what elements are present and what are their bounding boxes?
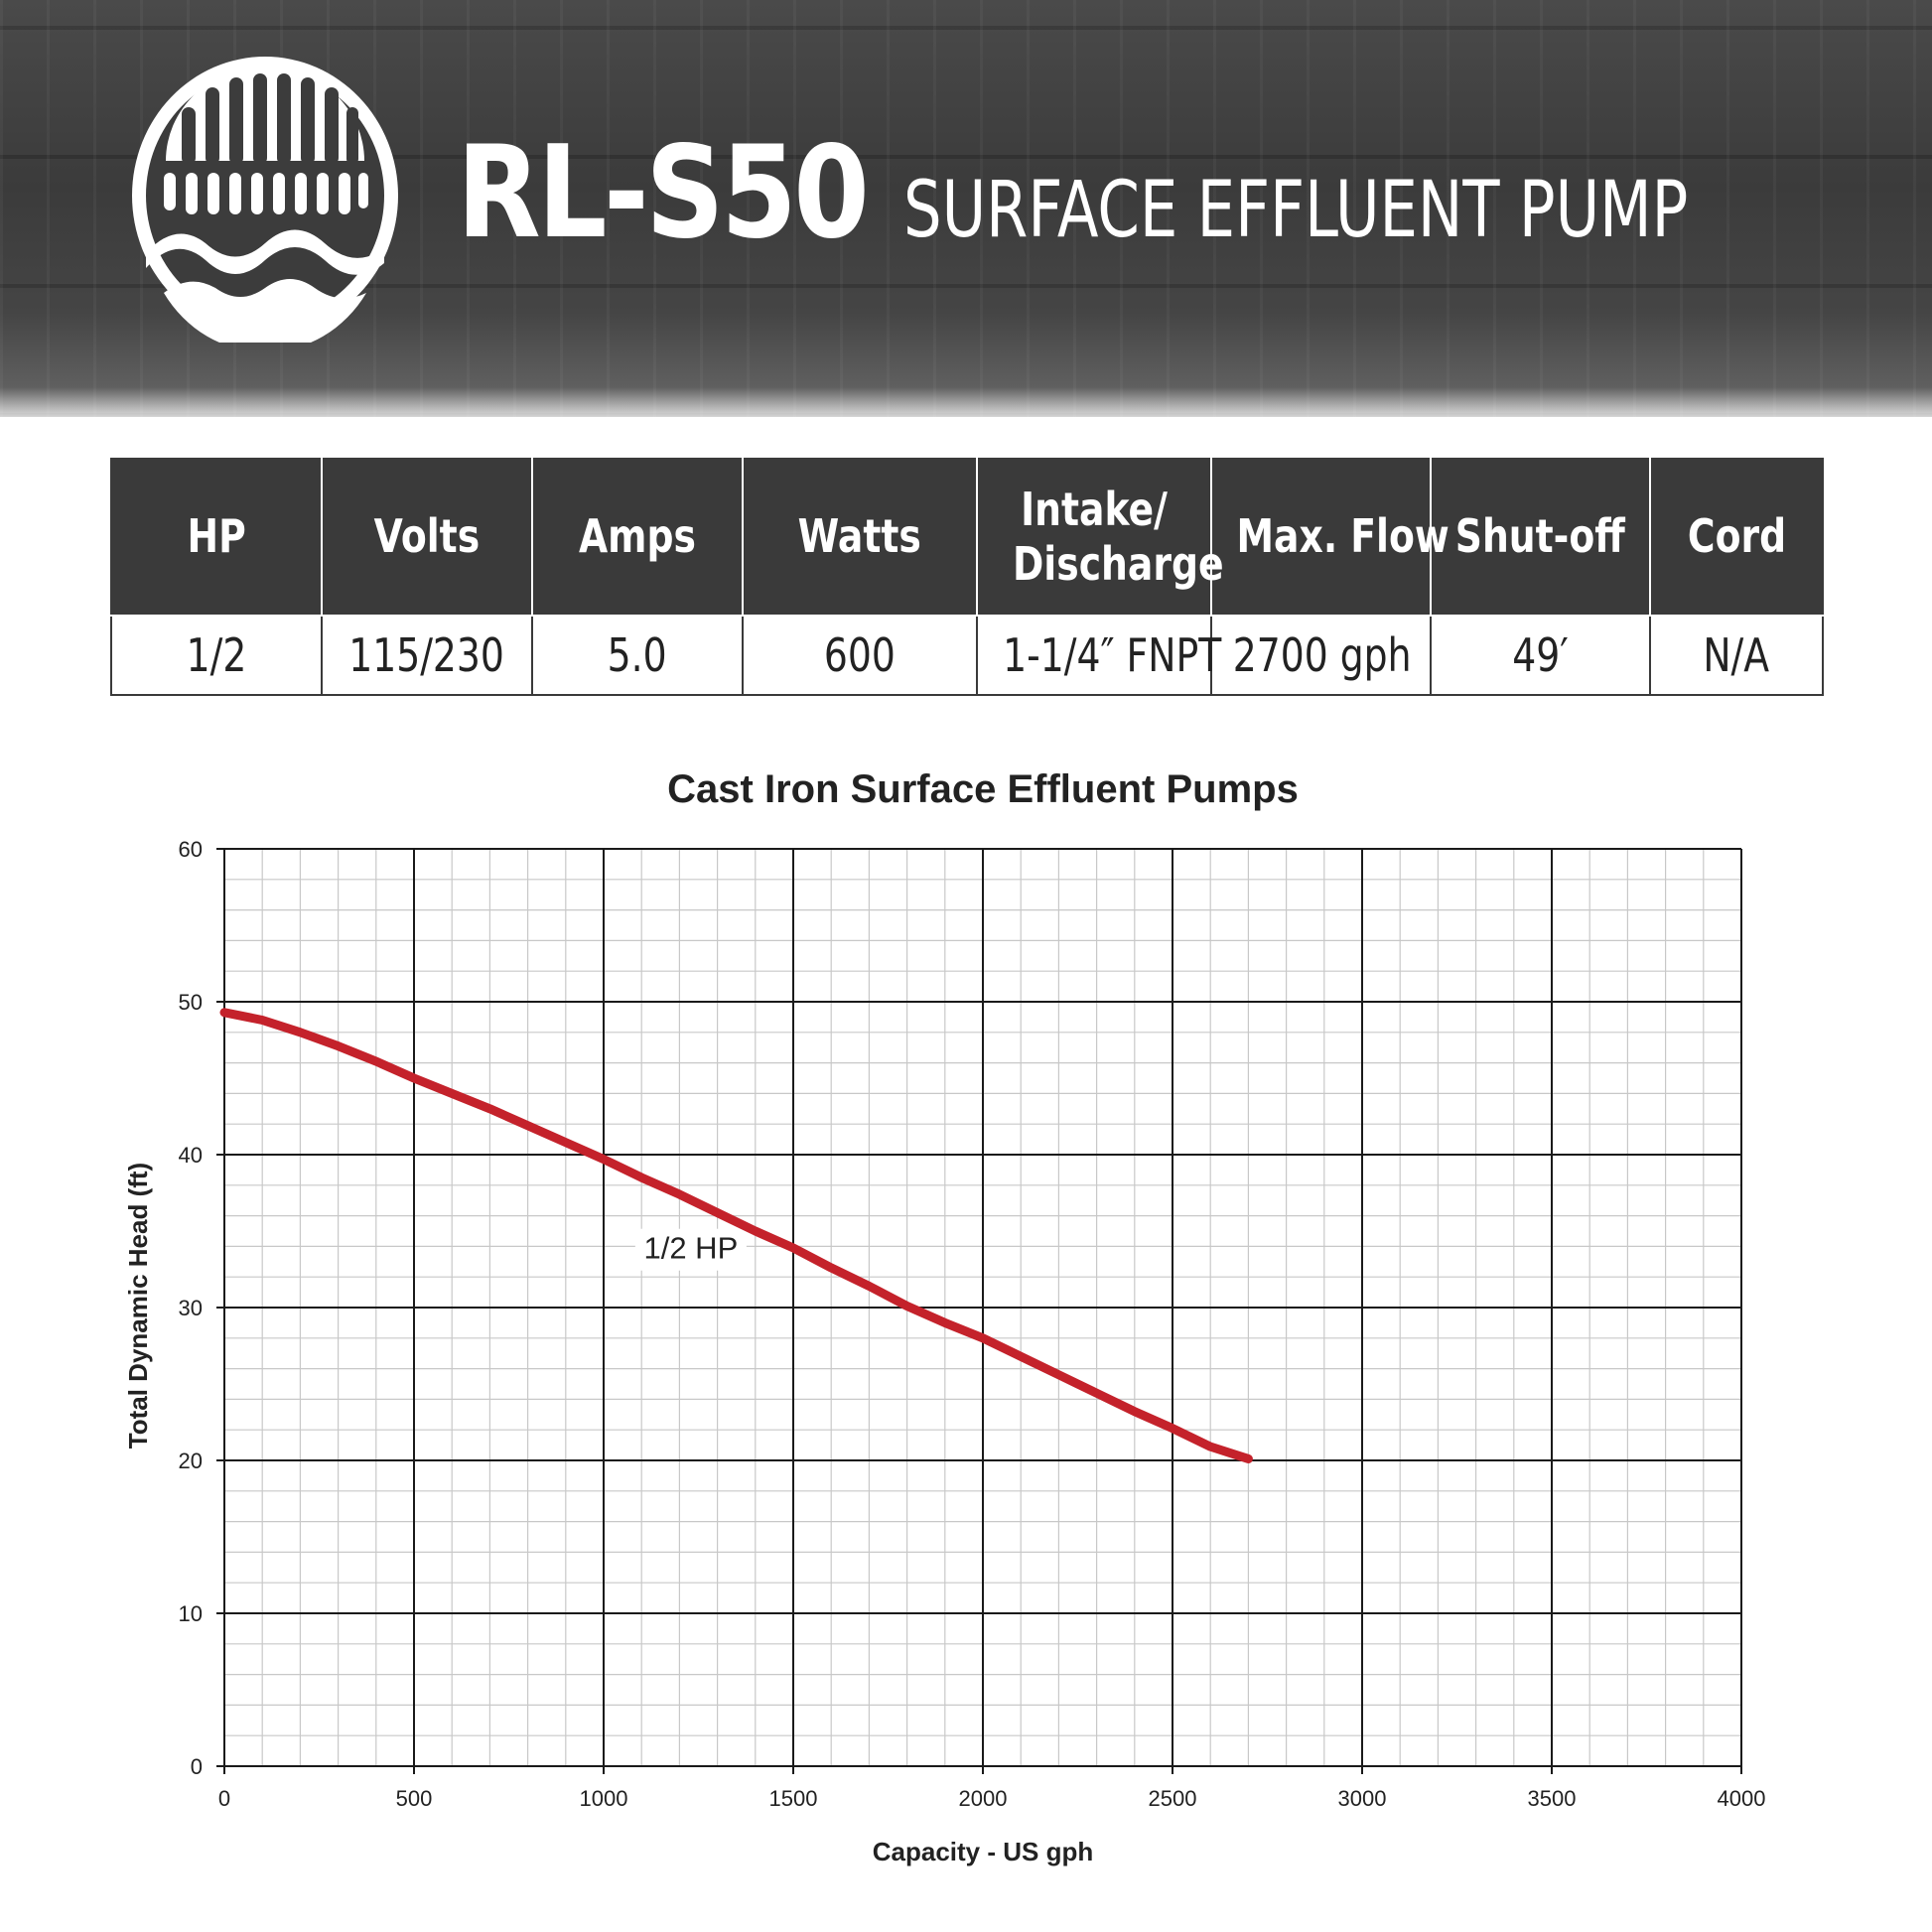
model-number: RL-S50	[457, 119, 870, 267]
spec-header: HP	[110, 458, 323, 617]
x-tick-label: 500	[396, 1786, 433, 1811]
x-tick-labels: 0 500 1000 1500 2000 2500 3000 3500 4000	[218, 1786, 1766, 1811]
y-tick-label: 60	[179, 837, 203, 862]
performance-chart: Cast Iron Surface Effluent Pumps 0 500 100…	[123, 767, 1766, 1866]
grid-major	[216, 848, 1742, 1774]
spec-value: 2700 gph	[1210, 615, 1432, 696]
spec-header: Volts	[321, 458, 533, 617]
x-tick-label: 4000	[1718, 1786, 1766, 1811]
page-title: RL-S50 SURFACE EFFLUENT PUMP	[457, 119, 1909, 288]
spec-header: Cord	[1649, 458, 1824, 617]
spec-header-row: HP Volts Amps Watts Intake/ Discharge Ma…	[110, 458, 1824, 617]
spec-value: N/A	[1649, 615, 1824, 696]
x-tick-label: 0	[218, 1786, 230, 1811]
chart-title: Cast Iron Surface Effluent Pumps	[667, 767, 1299, 811]
spec-table: HP Volts Amps Watts Intake/ Discharge Ma…	[110, 458, 1824, 696]
y-tick-label: 0	[191, 1754, 203, 1779]
series-label-background	[634, 1228, 747, 1271]
product-name: SURFACE EFFLUENT PUMP	[902, 166, 1688, 255]
spec-header: Intake/ Discharge	[976, 458, 1224, 617]
y-tick-label: 50	[179, 990, 203, 1015]
x-axis-label: Capacity - US gph	[873, 1837, 1093, 1866]
y-tick-label: 30	[179, 1296, 203, 1320]
spec-header: Shut-off	[1430, 458, 1651, 617]
y-tick-labels: 0 10 20 30 40 50 60	[179, 837, 203, 1779]
spec-header: Amps	[531, 458, 744, 617]
x-tick-label: 3500	[1528, 1786, 1577, 1811]
x-tick-label: 1500	[769, 1786, 818, 1811]
spec-header: Max. Flow	[1210, 458, 1449, 617]
spec-header: Watts	[742, 458, 978, 617]
y-tick-label: 10	[179, 1601, 203, 1626]
series-line	[219, 1008, 1253, 1463]
x-tick-label: 1000	[580, 1786, 628, 1811]
spec-value: 600	[742, 615, 978, 696]
y-tick-label: 20	[179, 1449, 203, 1473]
y-tick-label: 40	[179, 1143, 203, 1168]
y-axis-label: Total Dynamic Head (ft)	[123, 1163, 153, 1449]
spec-value: 49′	[1430, 615, 1651, 696]
pump-grate-waves-logo-icon	[132, 57, 398, 343]
spec-value: 1/2	[110, 615, 323, 696]
spec-value: 115/230	[321, 615, 533, 696]
x-tick-label: 2000	[959, 1786, 1008, 1811]
spec-value: 5.0	[531, 615, 744, 696]
x-tick-label: 3000	[1338, 1786, 1387, 1811]
series-label: 1/2 HP	[643, 1231, 738, 1266]
x-tick-label: 2500	[1149, 1786, 1197, 1811]
spec-value-row: 1/2 115/230 5.0 600 1-1/4″ FNPT 2700 gph…	[110, 615, 1824, 696]
spec-value: 1-1/4″ FNPT	[976, 615, 1221, 696]
header-banner-fade	[0, 387, 1932, 427]
